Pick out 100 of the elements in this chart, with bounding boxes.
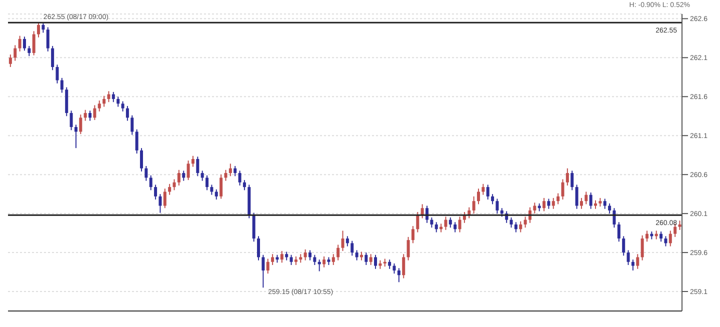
candlestick <box>74 124 78 149</box>
candlestick <box>262 254 265 288</box>
candlestick <box>397 268 400 283</box>
candlestick <box>257 236 260 261</box>
candlestick <box>369 254 372 266</box>
candlestick <box>420 204 424 219</box>
candlestick <box>556 192 560 205</box>
candlestick <box>116 96 120 108</box>
candlestick <box>510 216 513 228</box>
candlestick <box>308 250 312 261</box>
candlestick <box>552 197 555 210</box>
candlestick <box>196 156 200 177</box>
candlestick <box>476 188 480 205</box>
candlestick <box>392 262 396 274</box>
candlestick <box>491 194 494 205</box>
candlestick <box>32 30 36 56</box>
candlestick <box>496 198 499 214</box>
candlestick <box>472 196 476 214</box>
candlestick <box>8 54 12 68</box>
candlestick <box>98 100 101 112</box>
candlestick <box>454 222 457 233</box>
candlestick <box>660 230 663 242</box>
candlestick <box>626 250 630 266</box>
candlestick <box>234 166 237 177</box>
candlestick <box>678 220 682 230</box>
candlestick <box>18 35 22 52</box>
candlestick <box>636 254 640 270</box>
candlestick <box>163 188 166 209</box>
candlestick <box>570 170 574 191</box>
candlestick <box>266 258 270 274</box>
candlestick <box>22 36 26 52</box>
candlestick <box>664 236 668 247</box>
candlestick <box>364 252 368 266</box>
candlestick <box>107 90 110 103</box>
candlestick <box>191 155 194 168</box>
candlestick <box>144 166 148 182</box>
candlestick <box>482 183 485 196</box>
candlestick <box>121 100 124 112</box>
candlestick <box>186 160 190 181</box>
candlestick <box>561 178 564 200</box>
candlestick <box>608 202 612 214</box>
candlestick <box>154 184 158 200</box>
candlestick <box>280 250 284 264</box>
candlestick <box>589 192 592 210</box>
candlestick <box>220 174 223 200</box>
candlestick <box>341 230 344 252</box>
candlestick <box>112 91 115 103</box>
candlestick <box>252 212 256 242</box>
candlestick <box>60 77 64 94</box>
candlestick <box>584 191 588 205</box>
candlestick <box>575 184 578 210</box>
candlestick <box>622 236 626 256</box>
candlestick <box>224 169 228 182</box>
candlestick <box>130 114 134 136</box>
candlestick <box>458 216 462 233</box>
candlestick <box>42 22 45 34</box>
candlestick <box>336 244 340 261</box>
candlestick <box>374 254 378 270</box>
candlestick <box>172 178 176 191</box>
candlestick <box>448 216 452 228</box>
candlestick <box>566 168 569 186</box>
candlestick <box>514 222 518 233</box>
candlestick <box>411 226 414 244</box>
candlestick <box>228 163 232 177</box>
candlestick <box>238 170 242 186</box>
candlestick <box>51 45 54 71</box>
candlestick <box>140 148 143 172</box>
candlestick <box>603 198 606 210</box>
candlestick <box>28 45 31 57</box>
candlestick <box>416 212 420 233</box>
candlestick <box>168 183 172 196</box>
candlestick <box>56 64 59 84</box>
candlestick <box>46 26 50 52</box>
candlestick <box>210 184 214 196</box>
candlestick <box>617 222 620 242</box>
candlestick <box>182 170 186 182</box>
candlestick <box>542 197 546 212</box>
candlestick <box>426 205 429 224</box>
candlestick <box>271 254 274 266</box>
candlestick <box>200 170 204 182</box>
candlestick <box>158 194 162 214</box>
candlestick <box>206 174 209 191</box>
candlestick <box>580 197 583 210</box>
candlestick <box>547 198 550 210</box>
candlestick <box>519 220 522 233</box>
candlestick <box>434 222 438 233</box>
candlestick <box>402 254 406 279</box>
candlestick <box>135 128 138 154</box>
candlestick <box>668 230 672 247</box>
candlestick <box>350 240 354 256</box>
candlestick <box>214 188 218 200</box>
candlestick <box>355 250 358 261</box>
candlestick <box>290 254 293 266</box>
candlestick <box>533 202 536 214</box>
candlestick <box>177 169 180 186</box>
candlestick <box>70 110 73 131</box>
candlestick <box>242 180 246 191</box>
candlestick <box>640 234 644 261</box>
candlestick <box>88 110 92 122</box>
candlestick <box>14 44 17 62</box>
